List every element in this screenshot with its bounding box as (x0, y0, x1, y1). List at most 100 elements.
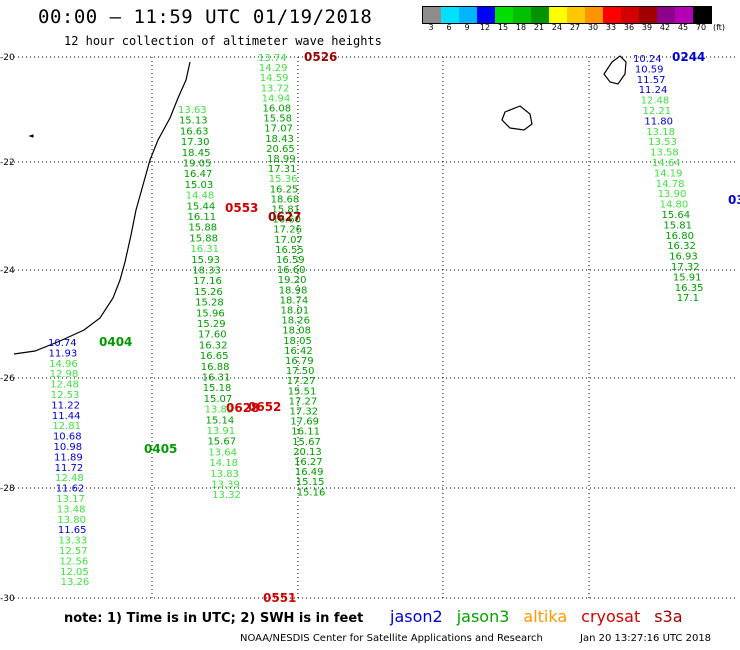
map-title: 00:00 – 11:59 UTC 01/19/2018 (38, 6, 373, 28)
wave-height-value: 18.05 (283, 336, 312, 347)
wave-height-value: 19.20 (278, 275, 307, 286)
wave-height-value: 15.28 (195, 298, 224, 309)
color-tick-label: 45 (677, 23, 689, 32)
wave-height-value: 14.96 (49, 359, 78, 370)
color-scale-labels: 3 6 9 12 15 18 21 24 27 30 33 36 39 42 45 70 (ft) (422, 23, 728, 32)
wave-height-value: 12.05 (60, 567, 89, 578)
wave-height-value: 13.33 (58, 536, 87, 547)
wave-height-value: 18.26 (281, 316, 310, 327)
time-label-0526: 0526 (304, 50, 337, 64)
legend-jason3: jason3 (456, 607, 510, 626)
wave-height-value: 17.27 (289, 396, 318, 407)
wave-height-value: 17.69 (290, 417, 319, 428)
wave-height-value: 15.88 (189, 233, 218, 244)
wave-height-value: 11.44 (52, 411, 81, 422)
wave-height-value: 16.25 (270, 184, 299, 195)
wave-height-value: 13.90 (658, 189, 687, 200)
time-label-0652: 0652 (248, 400, 281, 414)
color-swatch-15 (495, 7, 513, 23)
wave-height-value: 14.59 (260, 73, 289, 84)
generated-timestamp: Jan 20 13:27:16 UTC 2018 (580, 633, 712, 644)
wave-height-value: 13.64 (208, 447, 237, 458)
color-swatch-30 (585, 7, 603, 23)
wave-height-value: 10.24 (633, 54, 662, 65)
wave-height-value: 16.11 (291, 427, 320, 438)
legend-jason2: jason2 (390, 607, 443, 626)
wave-height-value: 18.33 (192, 266, 221, 277)
wave-height-value: 15.64 (662, 210, 691, 221)
wave-height-value: 17.07 (274, 235, 303, 246)
wave-height-value: 13.32 (212, 490, 241, 501)
coastlines (13, 55, 627, 355)
wave-height-value: 17.07 (264, 124, 293, 135)
wave-height-value: 18.68 (271, 194, 300, 205)
time-label-0628: 0628 (226, 401, 259, 415)
wave-height-value: 16.08 (263, 104, 292, 115)
wave-height-value: 16.42 (284, 346, 313, 357)
wave-height-value: 12.98 (50, 369, 79, 380)
wave-height-value: 16.63 (180, 126, 209, 137)
wave-height-value: 16.80 (665, 231, 694, 242)
color-tick-label: 24 (551, 23, 563, 32)
wave-height-value: 12.57 (59, 546, 88, 557)
wave-height-value: 17.16 (193, 276, 222, 287)
wave-height-value: 11.80 (644, 116, 673, 127)
color-tick-label: 27 (569, 23, 581, 32)
wave-height-value: 16.55 (275, 245, 304, 256)
wave-height-value: 17.26 (273, 225, 302, 236)
wave-height-value: 16.60 (272, 215, 301, 226)
wave-height-value: 13.53 (648, 137, 677, 148)
wave-height-value: 12.21 (643, 106, 672, 117)
wave-height-value: 15.03 (185, 180, 214, 191)
color-tick-label: 9 (464, 23, 470, 32)
color-tick-label: 12 (479, 23, 491, 32)
wave-height-value: 19.05 (183, 159, 212, 170)
lat-tick-label: -24 (0, 266, 15, 276)
wave-height-value: 17.1 (677, 293, 699, 304)
color-swatch-39 (639, 7, 657, 23)
wave-height-value: 13.18 (646, 127, 675, 138)
color-tick-label: 39 (641, 23, 653, 32)
wave-height-value: 15.07 (204, 394, 233, 405)
wave-height-value: 16.32 (667, 241, 696, 252)
wave-height-value: 16.35 (675, 283, 704, 294)
wave-height-value: 14.64 (652, 158, 681, 169)
wave-height-value: 16.88 (201, 362, 230, 373)
wave-height-value: 13.74 (258, 53, 287, 64)
color-tick-label: 15 (497, 23, 509, 32)
wave-height-value: 11.24 (639, 85, 668, 96)
time-label-0244: 0244 (672, 50, 705, 64)
color-swatch-3 (423, 7, 441, 23)
wave-height-value: 12.56 (60, 556, 89, 567)
wave-height-value: 18.08 (282, 326, 311, 337)
wave-height-value: 16.31 (190, 244, 219, 255)
wave-height-value: 13.83 (210, 469, 239, 480)
lat-tick-label: -22 (0, 158, 15, 168)
wave-height-value: 18.74 (280, 295, 309, 306)
wave-height-value: 14.78 (656, 179, 685, 190)
satellite-legend: jason2 jason3 altika cryosat s3a (390, 607, 683, 626)
color-tick-label: 21 (533, 23, 545, 32)
wave-height-value: 13.39 (211, 480, 240, 491)
color-swatch-6 (441, 7, 459, 23)
track-cryosat-0526: 13.7414.2914.5913.7214.9416.0815.5817.07… (258, 53, 325, 498)
wave-height-value: 12.81 (52, 421, 81, 432)
color-tick-label: 30 (587, 23, 599, 32)
wave-height-value: 15.36 (269, 174, 298, 185)
color-tick-label: 18 (515, 23, 527, 32)
color-swatch-21 (531, 7, 549, 23)
wave-height-value: 17.30 (181, 137, 210, 148)
time-label-0627: 0627 (268, 210, 301, 224)
wave-height-value: 15.16 (297, 487, 326, 498)
track-jason3-0553: 13.6315.1316.6317.3018.4519.0516.4715.03… (178, 105, 241, 501)
wave-height-value: 15.67 (292, 437, 321, 448)
wave-height-value: 12.48 (55, 473, 84, 484)
reunion-island (501, 105, 533, 131)
wave-height-value: 11.72 (55, 463, 84, 474)
wave-height-value: 15.26 (194, 287, 223, 298)
wave-height-value: 11.62 (56, 484, 85, 495)
wave-height-value: 14.18 (209, 458, 238, 469)
color-swatch-24 (549, 7, 567, 23)
wave-height-value: 18.98 (279, 285, 308, 296)
wave-height-value: 12.48 (50, 380, 79, 391)
